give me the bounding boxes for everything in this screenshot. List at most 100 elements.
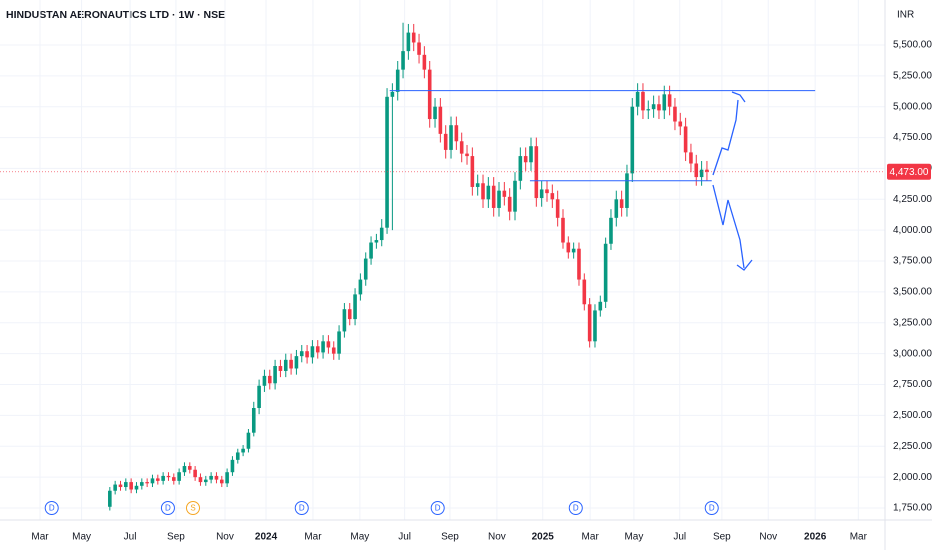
candle-body (667, 94, 672, 107)
last-price-label: 4,473.00 (890, 167, 929, 178)
candle-body (449, 125, 453, 150)
candle-body (251, 407, 256, 433)
candle-body (203, 479, 208, 483)
candle-body (310, 346, 315, 358)
candle-body (230, 459, 235, 473)
candle-body (363, 258, 368, 280)
event-marker (44, 501, 59, 515)
grid (0, 0, 885, 520)
x-tick-label: Sep (713, 532, 731, 543)
candle-body (289, 359, 293, 369)
candle-body (550, 193, 555, 200)
event-marker (430, 501, 445, 515)
event-marker (160, 501, 175, 515)
candle-body (486, 185, 491, 200)
candle-body (187, 466, 192, 470)
candle-body (161, 475, 165, 481)
x-tick-label: Mar (850, 532, 868, 543)
candle-body (315, 346, 320, 353)
x-tick-label: Mar (304, 532, 322, 543)
candle-body (561, 217, 565, 243)
x-tick-label: Jul (673, 532, 686, 543)
y-tick-label: 3,750.00 (893, 256, 932, 267)
candle-body (427, 69, 432, 120)
candle-body (491, 185, 496, 208)
candle-body (470, 156, 475, 187)
event-label: S (190, 504, 195, 513)
candle-body (278, 366, 283, 371)
x-tick-label: Jul (124, 532, 137, 543)
candle-body (539, 189, 544, 199)
x-tick-label: May (624, 532, 643, 543)
candle-body (347, 309, 352, 320)
event-label: D (573, 504, 579, 513)
chart-title: HINDUSTAN AERONAUTICS LTD · 1W · NSE (6, 9, 225, 21)
candle-body (262, 375, 267, 386)
candle-body (321, 341, 325, 353)
candle-body (534, 146, 539, 199)
candle-body (481, 183, 485, 200)
x-tick-label: Nov (216, 532, 234, 543)
x-tick-label: 2025 (532, 532, 555, 543)
candle-body (358, 279, 363, 295)
candle-body (443, 133, 448, 150)
x-tick-label: Sep (441, 532, 459, 543)
candle-body (113, 484, 117, 491)
candle-body (145, 482, 149, 484)
candle-body (635, 91, 640, 107)
candle-body (331, 347, 336, 354)
candle-body (598, 301, 603, 311)
projection-arrows (712, 91, 753, 271)
y-tick-label: 4,000.00 (893, 225, 932, 236)
candle-body (603, 243, 608, 302)
x-tick-label: 2024 (255, 532, 278, 543)
candle-body (235, 452, 240, 460)
candle-body (124, 482, 128, 488)
candle-body (369, 242, 373, 259)
candle-body (134, 485, 139, 490)
y-tick-label: 1,750.00 (893, 503, 932, 514)
candle-body (353, 294, 357, 320)
candle-body (283, 359, 288, 371)
candle-body (678, 121, 683, 127)
event-marker (294, 501, 309, 515)
x-tick-label: Mar (582, 532, 600, 543)
candle-body (705, 169, 709, 172)
candle-body (518, 156, 523, 181)
candle-body (241, 448, 245, 453)
candle-body (566, 242, 571, 253)
candle-body (593, 310, 597, 342)
candle-body (662, 94, 667, 111)
candle-body (587, 304, 592, 342)
candle-body (417, 42, 421, 55)
candle-body (609, 217, 613, 244)
y-tick-label: 2,000.00 (893, 472, 932, 483)
y-tick-label: 3,000.00 (893, 348, 932, 359)
candle-body (619, 199, 624, 208)
candle-body (129, 482, 133, 490)
candle-body (406, 32, 411, 52)
y-tick-label: 4,250.00 (893, 194, 932, 205)
last-price-box (887, 163, 931, 180)
plot (108, 22, 816, 511)
candle-body (390, 91, 395, 97)
candle-body (454, 125, 459, 142)
candle-body (571, 248, 576, 253)
candle-body (614, 199, 619, 218)
event-marker (704, 501, 719, 515)
candle-body (342, 309, 347, 332)
candle-body (641, 91, 645, 111)
candle-body (507, 196, 512, 212)
y-tick-label: 2,250.00 (893, 441, 932, 452)
y-tick-label: 5,500.00 (893, 40, 932, 51)
candle-body (156, 478, 160, 481)
candle-body (529, 146, 533, 163)
event-label: D (435, 504, 441, 513)
candle-body (683, 126, 688, 153)
candle-body (273, 366, 277, 384)
candle-body (459, 141, 464, 154)
candle-body (438, 106, 443, 134)
candle-body (177, 472, 181, 481)
currency-label: INR (897, 10, 914, 21)
y-tick-label: 3,500.00 (893, 287, 932, 298)
